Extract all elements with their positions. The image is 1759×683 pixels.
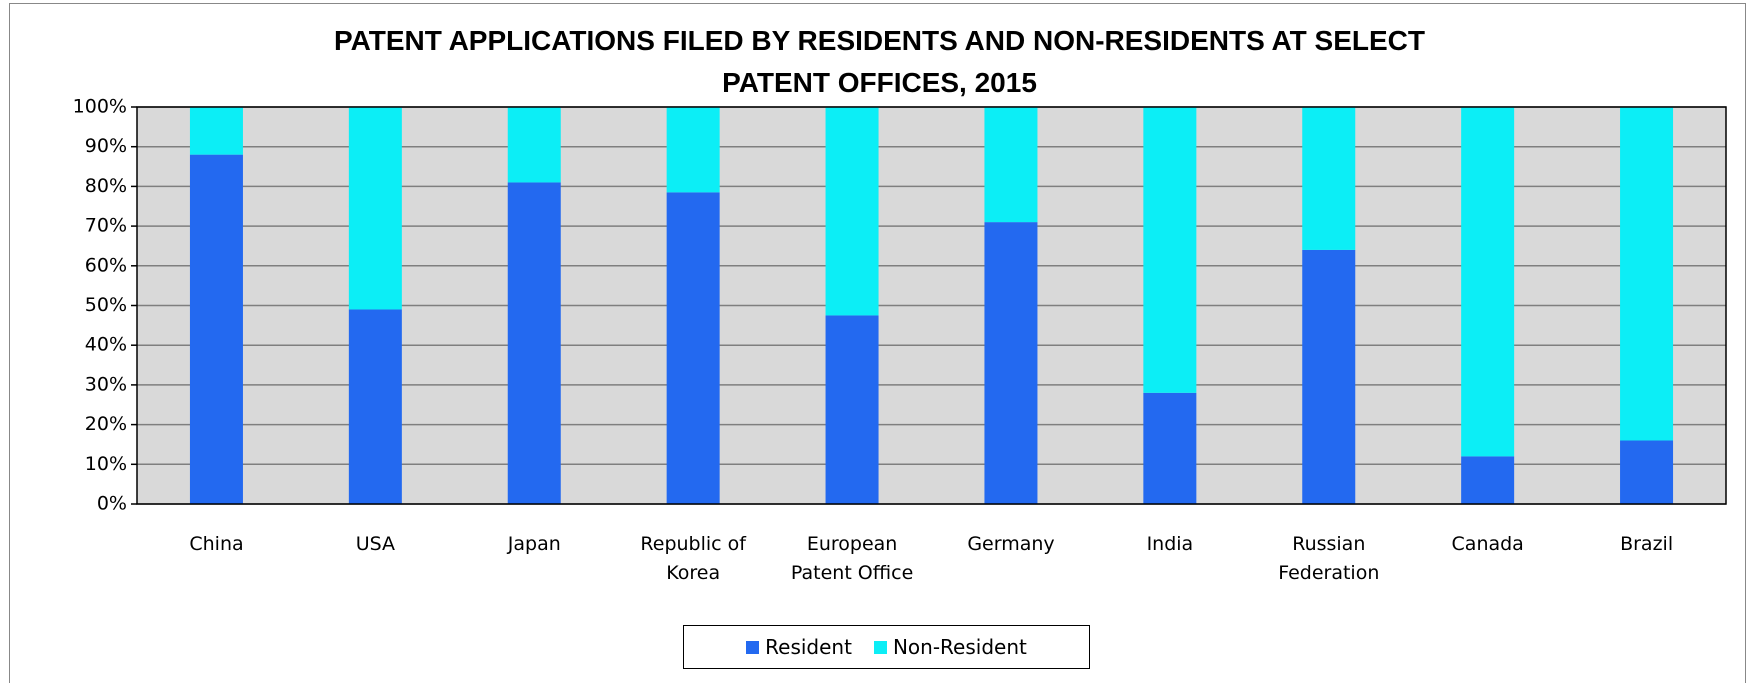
y-tick-label: 30%: [85, 373, 127, 395]
y-tick-label: 100%: [73, 96, 127, 118]
bar-segment: [984, 222, 1038, 504]
y-tick-label: 10%: [85, 453, 127, 475]
bar-segment: [825, 315, 879, 504]
bar-segment: [1143, 107, 1197, 393]
bar-segment: [666, 107, 720, 193]
x-tick-label: Germany: [967, 533, 1055, 555]
x-tick-label: USA: [355, 533, 396, 555]
x-tick-label: Japan: [507, 533, 561, 555]
x-tick-label: Republic of Korea: [640, 533, 746, 584]
bar-segment: [1143, 392, 1197, 504]
bar-segment: [507, 182, 561, 504]
bar-segment: [348, 309, 402, 504]
y-tick-label: 80%: [85, 175, 127, 197]
chart-frame: [9, 3, 1746, 683]
y-tick-label: 90%: [85, 135, 127, 157]
y-tick-label: 50%: [85, 294, 127, 316]
bar-segment: [1461, 107, 1515, 457]
x-tick-label: Russian Federation: [1278, 533, 1380, 584]
bar-segment: [984, 107, 1038, 223]
legend-label: Non-Resident: [892, 635, 1027, 659]
x-tick-label: Brazil: [1620, 533, 1674, 555]
bar-segment: [1461, 456, 1515, 504]
bar-segment: [1620, 107, 1674, 441]
x-tick-label: India: [1146, 533, 1194, 555]
bar-segment: [507, 107, 561, 183]
bar-segment: [189, 107, 243, 155]
legend-swatch: [873, 641, 887, 654]
legend-swatch: [746, 641, 760, 654]
chart-title: PATENT APPLICATIONS FILED BY RESIDENTS A…: [333, 25, 1425, 98]
legend-item: Resident: [746, 635, 852, 659]
y-tick-label: 0%: [97, 493, 127, 515]
legend: Resident Non-Resident: [683, 625, 1090, 669]
legend-item: Non-Resident: [873, 635, 1027, 659]
legend-label: Resident: [765, 635, 852, 659]
bar-segment: [348, 107, 402, 310]
x-tick-label: Canada: [1451, 533, 1524, 555]
bar-segment: [1620, 440, 1674, 504]
bar-segment: [1302, 107, 1356, 250]
bar-segment: [189, 154, 243, 504]
y-tick-label: 20%: [85, 413, 127, 435]
bar-segment: [825, 107, 879, 316]
bar-segment: [666, 192, 720, 505]
y-tick-label: 40%: [85, 334, 127, 356]
x-tick-label: China: [189, 533, 244, 555]
plot-border: [136, 106, 1727, 505]
bar-segment: [1302, 249, 1356, 504]
x-tick-label: European Patent Office: [790, 533, 914, 584]
y-tick-label: 60%: [85, 254, 127, 276]
y-tick-label: 70%: [85, 215, 127, 237]
